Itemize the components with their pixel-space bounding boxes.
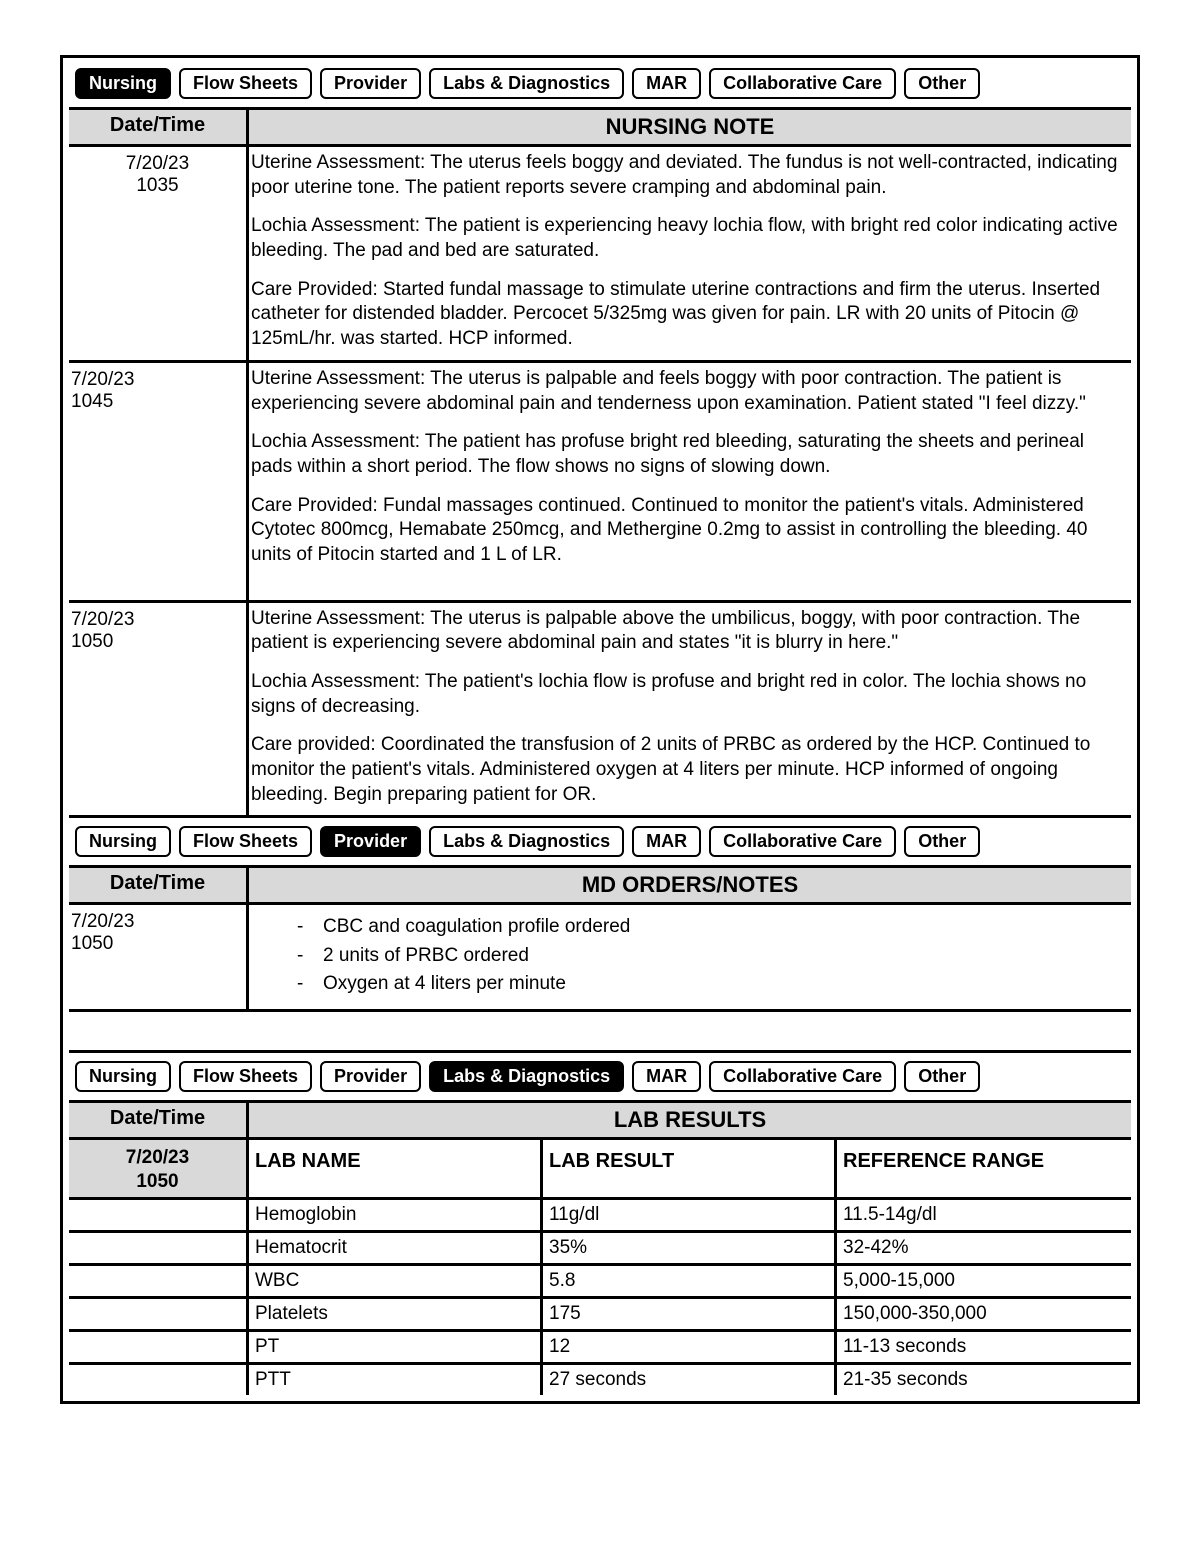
nursing-entry-dt: 7/20/23 1035 bbox=[69, 147, 249, 360]
provider-header-title: MD ORDERS/NOTES bbox=[249, 868, 1131, 902]
nursing-entry-date: 7/20/23 bbox=[79, 153, 236, 175]
labs-date: 7/20/23 bbox=[126, 1147, 189, 1168]
labs-header: Date/Time LAB RESULTS bbox=[69, 1100, 1131, 1140]
nursing-para: Uterine Assessment: The uterus is palpab… bbox=[251, 607, 1127, 656]
labs-cell-range: 5,000-15,000 bbox=[837, 1266, 1131, 1299]
nursing-entry-time: 1035 bbox=[79, 175, 236, 197]
provider-header-dt: Date/Time bbox=[69, 868, 249, 902]
tab-flow-sheets[interactable]: Flow Sheets bbox=[179, 826, 312, 857]
tab-other[interactable]: Other bbox=[904, 1061, 980, 1092]
labs-cell-range: 11.5-14g/dl bbox=[837, 1200, 1131, 1233]
labs-row-dt bbox=[69, 1332, 249, 1365]
tab-mar[interactable]: MAR bbox=[632, 68, 701, 99]
tab-flow-sheets[interactable]: Flow Sheets bbox=[179, 1061, 312, 1092]
provider-entry: 7/20/23 1050 CBC and coagulation profile… bbox=[69, 905, 1131, 1009]
nursing-header: Date/Time NURSING NOTE bbox=[69, 107, 1131, 147]
nursing-entry: 7/20/23 1035 Uterine Assessment: The ute… bbox=[69, 147, 1131, 363]
nursing-entry-time: 1045 bbox=[71, 391, 236, 413]
tab-nursing[interactable]: Nursing bbox=[75, 68, 171, 99]
labs-cell-range: 150,000-350,000 bbox=[837, 1299, 1131, 1332]
tab-provider[interactable]: Provider bbox=[320, 68, 421, 99]
tab-collaborative-care[interactable]: Collaborative Care bbox=[709, 826, 896, 857]
labs-col-range: REFERENCE RANGE bbox=[837, 1140, 1131, 1201]
provider-entry-dt: 7/20/23 1050 bbox=[69, 905, 249, 1009]
nursing-entry: 7/20/23 1050 Uterine Assessment: The ute… bbox=[69, 603, 1131, 816]
labs-time: 1050 bbox=[136, 1171, 178, 1192]
nursing-para: Uterine Assessment: The uterus feels bog… bbox=[251, 151, 1127, 200]
nursing-entry-dt: 7/20/23 1045 bbox=[69, 363, 249, 600]
tab-labs[interactable]: Labs & Diagnostics bbox=[429, 826, 624, 857]
labs-cell-name: Platelets bbox=[249, 1299, 543, 1332]
nursing-para: Care Provided: Started fundal massage to… bbox=[251, 278, 1127, 352]
labs-cell-result: 11g/dl bbox=[543, 1200, 837, 1233]
labs-cell-result: 35% bbox=[543, 1233, 837, 1266]
labs-row-dt bbox=[69, 1299, 249, 1332]
tab-labs[interactable]: Labs & Diagnostics bbox=[429, 1061, 624, 1092]
labs-row-dt bbox=[69, 1266, 249, 1299]
labs-dt-cell: 7/20/23 1050 bbox=[69, 1140, 249, 1201]
tab-collaborative-care[interactable]: Collaborative Care bbox=[709, 68, 896, 99]
nursing-entry-date: 7/20/23 bbox=[71, 369, 236, 391]
tab-flow-sheets[interactable]: Flow Sheets bbox=[179, 68, 312, 99]
provider-order: CBC and coagulation profile ordered bbox=[297, 913, 1127, 942]
labs-cell-name: WBC bbox=[249, 1266, 543, 1299]
nursing-entry-body: Uterine Assessment: The uterus feels bog… bbox=[249, 147, 1131, 360]
nursing-entry-time: 1050 bbox=[71, 631, 236, 653]
labs-table: 7/20/23 1050 LAB NAME LAB RESULT REFEREN… bbox=[69, 1140, 1131, 1396]
nursing-para: Care Provided: Fundal massages continued… bbox=[251, 494, 1127, 568]
nursing-entry: 7/20/23 1045 Uterine Assessment: The ute… bbox=[69, 363, 1131, 603]
labs-col-result: LAB RESULT bbox=[543, 1140, 837, 1201]
labs-header-dt: Date/Time bbox=[69, 1103, 249, 1137]
tab-row-nursing: Nursing Flow Sheets Provider Labs & Diag… bbox=[69, 64, 1131, 107]
nursing-entry-body: Uterine Assessment: The uterus is palpab… bbox=[249, 603, 1131, 816]
labs-cell-name: PT bbox=[249, 1332, 543, 1365]
labs-cell-result: 175 bbox=[543, 1299, 837, 1332]
labs-cell-range: 32-42% bbox=[837, 1233, 1131, 1266]
tab-nursing[interactable]: Nursing bbox=[75, 1061, 171, 1092]
provider-entry-time: 1050 bbox=[71, 933, 236, 955]
nursing-header-dt: Date/Time bbox=[69, 110, 249, 144]
provider-order: Oxygen at 4 liters per minute bbox=[297, 970, 1127, 999]
nursing-para: Uterine Assessment: The uterus is palpab… bbox=[251, 367, 1127, 416]
labs-row-dt bbox=[69, 1200, 249, 1233]
tab-row-labs: Nursing Flow Sheets Provider Labs & Diag… bbox=[69, 1053, 1131, 1100]
tab-nursing[interactable]: Nursing bbox=[75, 826, 171, 857]
labs-cell-result: 5.8 bbox=[543, 1266, 837, 1299]
nursing-para: Lochia Assessment: The patient has profu… bbox=[251, 430, 1127, 479]
labs-cell-result: 27 seconds bbox=[543, 1365, 837, 1395]
tab-mar[interactable]: MAR bbox=[632, 1061, 701, 1092]
labs-cell-range: 11-13 seconds bbox=[837, 1332, 1131, 1365]
provider-header: Date/Time MD ORDERS/NOTES bbox=[69, 865, 1131, 905]
tab-other[interactable]: Other bbox=[904, 68, 980, 99]
tab-provider[interactable]: Provider bbox=[320, 826, 421, 857]
nursing-entry-date: 7/20/23 bbox=[71, 609, 236, 631]
tab-collaborative-care[interactable]: Collaborative Care bbox=[709, 1061, 896, 1092]
provider-orders-list: CBC and coagulation profile ordered 2 un… bbox=[297, 913, 1127, 999]
tab-provider[interactable]: Provider bbox=[320, 1061, 421, 1092]
tab-row-provider: Nursing Flow Sheets Provider Labs & Diag… bbox=[69, 815, 1131, 865]
nursing-para: Care provided: Coordinated the transfusi… bbox=[251, 733, 1127, 807]
provider-empty-row bbox=[69, 1009, 1131, 1053]
labs-cell-name: Hematocrit bbox=[249, 1233, 543, 1266]
labs-cell-range: 21-35 seconds bbox=[837, 1365, 1131, 1395]
labs-row-dt bbox=[69, 1365, 249, 1395]
nursing-entry-dt: 7/20/23 1050 bbox=[69, 603, 249, 816]
tab-other[interactable]: Other bbox=[904, 826, 980, 857]
provider-entry-date: 7/20/23 bbox=[71, 911, 236, 933]
nursing-header-title: NURSING NOTE bbox=[249, 110, 1131, 144]
nursing-para: Lochia Assessment: The patient is experi… bbox=[251, 214, 1127, 263]
chart-container: Nursing Flow Sheets Provider Labs & Diag… bbox=[60, 55, 1140, 1404]
labs-row-dt bbox=[69, 1233, 249, 1266]
labs-cell-result: 12 bbox=[543, 1332, 837, 1365]
labs-header-title: LAB RESULTS bbox=[249, 1103, 1131, 1137]
nursing-entry-body: Uterine Assessment: The uterus is palpab… bbox=[249, 363, 1131, 600]
tab-labs[interactable]: Labs & Diagnostics bbox=[429, 68, 624, 99]
labs-cell-name: Hemoglobin bbox=[249, 1200, 543, 1233]
labs-cell-name: PTT bbox=[249, 1365, 543, 1395]
nursing-para: Lochia Assessment: The patient's lochia … bbox=[251, 670, 1127, 719]
provider-entry-body: CBC and coagulation profile ordered 2 un… bbox=[249, 905, 1131, 1009]
tab-mar[interactable]: MAR bbox=[632, 826, 701, 857]
labs-col-name: LAB NAME bbox=[249, 1140, 543, 1201]
provider-order: 2 units of PRBC ordered bbox=[297, 942, 1127, 971]
